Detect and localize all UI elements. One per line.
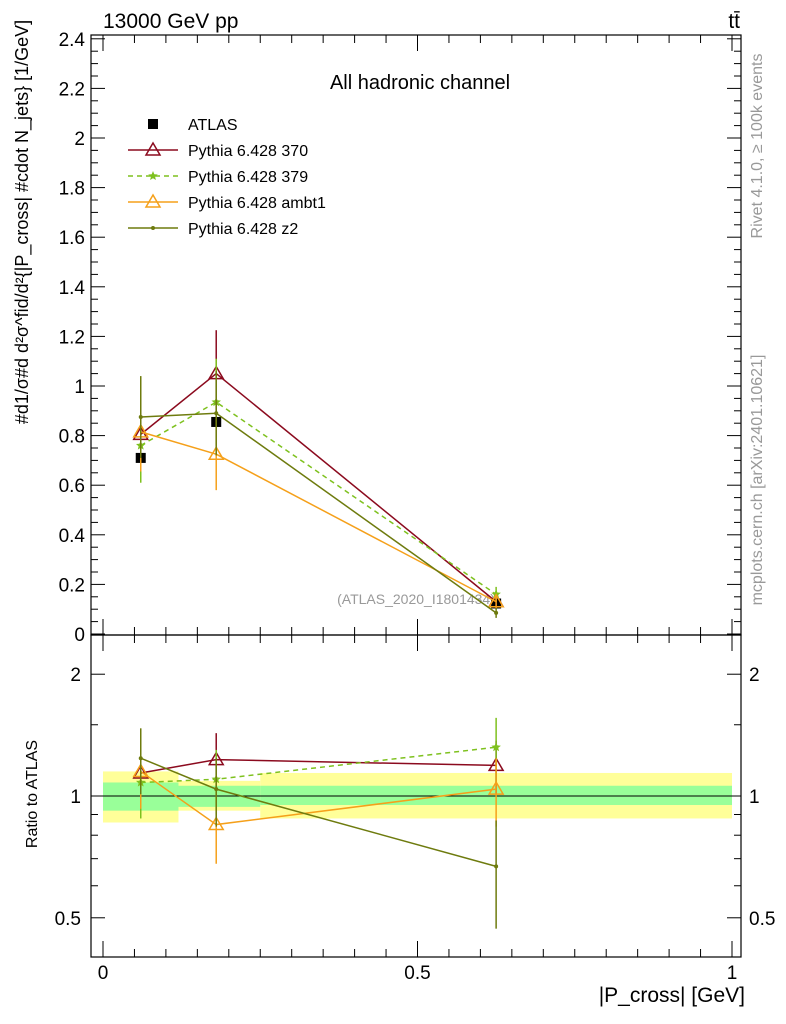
main-y-tick-label: 2.4 [59, 30, 86, 51]
ratio-point-pythia-6-428-z2 [494, 864, 499, 869]
ratio-y-tick-label: 0.5 [55, 909, 81, 930]
x-tick-label: 0.5 [404, 963, 430, 984]
main-y-tick-label: 1.6 [59, 228, 85, 249]
ratio-y-tick-label-right: 2 [749, 665, 760, 686]
ratio-panel: 0.5 0.5 1 1 2 2 0 0.5 1 [55, 634, 775, 984]
data-point-pythia-6-428-ambt1 [487, 593, 505, 608]
legend-marker-pythia-6-428-z2 [151, 226, 155, 230]
main-y-tick-label: 1.2 [59, 327, 85, 348]
series-line-pythia-6-428-z2 [140, 412, 497, 614]
ratio-y-tick-label: 1 [70, 787, 81, 808]
legend-marker-pythia-6-428-379 [148, 171, 158, 180]
main-y-tick-label: 0.4 [59, 526, 86, 547]
legend: ATLAS Pythia 6.428 370 Pythia 6.428 379 Pyt… [128, 117, 326, 238]
main-y-axis-title: #d1/σ#d d²σ^fid/d²{|P_cross| #cdot N_jet… [12, 20, 33, 424]
data-point-pythia-6-428-z2 [138, 415, 143, 419]
ratio-line-pythia-6-428-370 [140, 758, 497, 774]
main-y-tick-label: 1 [74, 377, 85, 398]
main-y-tick-label: 2 [74, 129, 85, 150]
ratio-y-tick-label: 2 [70, 665, 81, 686]
legend-label-pythia-6-428-379: Pythia 6.428 379 [188, 169, 308, 186]
ratio-point-pythia-6-428-z2 [138, 756, 143, 761]
legend-label-pythia-6-428-z2: Pythia 6.428 z2 [188, 221, 298, 238]
x-axis-title: |P_cross| [GeV] [599, 984, 745, 1007]
legend-marker-pythia-6-428-ambt1 [144, 193, 162, 208]
analysis-watermark: (ATLAS_2020_I1801434) [337, 591, 495, 607]
main-y-tick-label: 0.2 [59, 575, 85, 596]
main-y-tick-label: 1.4 [59, 278, 86, 299]
ratio-y-tick-label-right: 0.5 [749, 909, 775, 930]
ratio-point-pythia-6-428-379 [491, 742, 501, 752]
process-label: tt̄ [728, 10, 740, 33]
main-y-tick-label: 0 [74, 625, 85, 646]
legend-marker-atlas [148, 119, 158, 129]
rivet-label: Rivet 4.1.0, ≥ 100k events [749, 54, 766, 239]
channel-title: All hadronic channel [330, 72, 510, 94]
data-point-pythia-6-428-z2 [214, 411, 219, 416]
source-label: mcplots.cern.ch [arXiv:2401.10621] [749, 355, 766, 606]
main-y-tick-label: 2.2 [59, 79, 85, 100]
ratio-y-tick-label-right: 1 [749, 787, 760, 808]
x-tick-label: 1 [727, 963, 738, 984]
ratio-point-pythia-6-428-ambt1 [207, 816, 225, 831]
main-y-tick-label: 0.6 [59, 476, 85, 497]
main-y-tick-label: 1.8 [59, 179, 85, 200]
ratio-point-pythia-6-428-z2 [214, 787, 219, 792]
legend-label-pythia-6-428-ambt1: Pythia 6.428 ambt1 [188, 195, 326, 212]
legend-label-atlas: ATLAS [188, 117, 238, 134]
legend-label-pythia-6-428-370: Pythia 6.428 370 [188, 143, 308, 160]
main-panel: 0 0.2 0.4 0.6 0.8 1 1.2 1.4 1.6 1.8 2 2.2 2.4 [59, 30, 742, 646]
series-line-pythia-6-428-379 [140, 401, 497, 595]
energy-label: 13000 GeV pp [103, 10, 238, 33]
data-point-pythia-6-428-z2 [494, 610, 499, 615]
x-tick-label: 0 [98, 963, 109, 984]
data-point-pythia-6-428-ambt1 [207, 445, 225, 460]
series-line-pythia-6-428-370 [140, 372, 497, 603]
legend-marker-pythia-6-428-370 [144, 141, 162, 156]
main-y-tick-label: 0.8 [59, 427, 85, 448]
ratio-point-pythia-6-428-ambt1 [487, 780, 505, 795]
ratio-y-axis-title: Ratio to ATLAS [24, 740, 41, 848]
